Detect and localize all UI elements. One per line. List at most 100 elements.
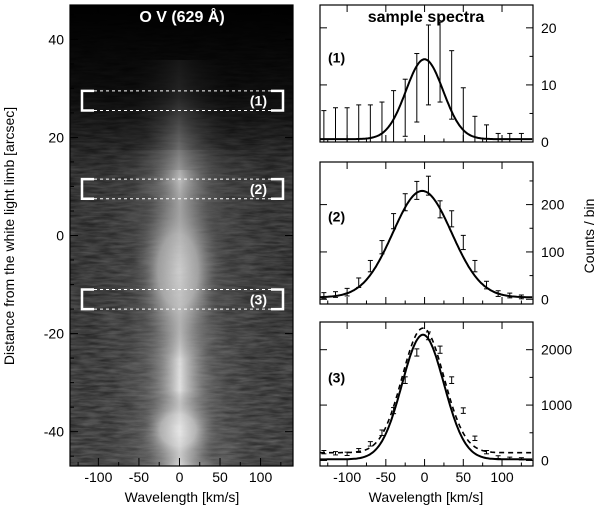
heatmap-x-tick-label: -100 bbox=[84, 469, 112, 485]
spectrum-data-point bbox=[356, 104, 362, 143]
spectrum-frame bbox=[319, 161, 534, 305]
spectrum-y-tick-label: 0 bbox=[541, 452, 549, 468]
spectrum-data-point bbox=[379, 240, 385, 255]
spectrum-y-tick-label: 200 bbox=[541, 197, 565, 213]
spectrum-x-tick-label: -50 bbox=[376, 469, 396, 485]
spectrum-data-point bbox=[379, 101, 385, 143]
heatmap-x-tick-label: 100 bbox=[249, 469, 273, 485]
spectrum-data-point bbox=[414, 53, 420, 123]
spectrum-data-point bbox=[472, 259, 478, 273]
heatmap-ticks: -100 -50 0 50 100 -40 -20 0 20 40 bbox=[44, 5, 293, 485]
spectrum-data-point bbox=[449, 210, 455, 228]
spectrum-data-point bbox=[391, 213, 397, 230]
spectrum-data-point bbox=[402, 193, 408, 212]
spectrum-data-point bbox=[495, 132, 501, 143]
region-right-bracket bbox=[271, 89, 285, 112]
region-left-bracket bbox=[80, 177, 94, 200]
heatmap-y-tick-label: 0 bbox=[56, 228, 64, 244]
spectrum-y-tick-label: 2000 bbox=[541, 342, 572, 358]
spectrum-data-point bbox=[402, 78, 408, 137]
spectrum-data-point bbox=[437, 21, 443, 103]
spectrum-data-point bbox=[472, 435, 478, 442]
spectrum-data-point bbox=[391, 90, 397, 143]
spectrum-data-point bbox=[437, 200, 443, 219]
heatmap-x-tick-label: -50 bbox=[129, 469, 149, 485]
spectrum-y-tick-label: 100 bbox=[541, 244, 565, 260]
spectrum-panel: 0 100 200 (2) bbox=[319, 161, 565, 307]
spectrum-data-point bbox=[495, 290, 501, 297]
spectrum-fit-line bbox=[320, 333, 533, 461]
sample-region: (1) bbox=[80, 89, 285, 112]
spectrum-data-point bbox=[414, 180, 420, 200]
spectrum-data-point bbox=[332, 451, 338, 456]
spectrum-data-point bbox=[344, 451, 350, 456]
heatmap-y-tick-label: 40 bbox=[48, 31, 64, 47]
region-right-bracket bbox=[271, 177, 285, 200]
spectrum-data-point bbox=[425, 24, 431, 106]
spectrum-data-point bbox=[507, 292, 513, 299]
spectrum-data-point bbox=[356, 277, 362, 288]
spectrum-dashed-fit bbox=[320, 327, 533, 454]
spectrum-data-point bbox=[449, 50, 455, 120]
region-left-bracket bbox=[80, 288, 94, 311]
spectrum-data-point bbox=[495, 455, 501, 460]
spectrum-data-point bbox=[332, 291, 338, 298]
spectrum-data-point bbox=[367, 441, 373, 447]
heatmap-y-tick-label: -20 bbox=[44, 326, 64, 342]
heatmap-title: O V (629 Å) bbox=[139, 7, 224, 26]
spectrum-x-tick-label: 0 bbox=[421, 469, 429, 485]
spectrum-data-point bbox=[367, 104, 373, 143]
spectrum-data-point bbox=[356, 448, 362, 453]
spectra-y-axis-label: Counts / bin bbox=[581, 199, 597, 274]
spectrum-data-point bbox=[425, 175, 431, 196]
spectrum-data-point bbox=[344, 107, 350, 143]
region-label: (3) bbox=[250, 291, 267, 307]
region-left-bracket bbox=[80, 89, 94, 112]
spectrum-fit-line bbox=[320, 189, 533, 299]
spectrum-fit-line bbox=[320, 58, 533, 141]
spectrum-data-point bbox=[321, 110, 327, 143]
spectrum-data-point bbox=[518, 457, 524, 461]
heatmap-x-tick-label: 0 bbox=[176, 469, 184, 485]
sample-region: (2) bbox=[80, 177, 285, 200]
spectrum-data-point bbox=[437, 345, 443, 354]
spectrum-panel: 0 10 20 (1) bbox=[319, 4, 557, 150]
spectrum-data-point bbox=[460, 407, 466, 414]
spectrum-y-tick-label: 20 bbox=[541, 20, 557, 36]
region-label: (1) bbox=[250, 93, 267, 109]
spectrum-data-point bbox=[425, 331, 431, 341]
heatmap-image bbox=[70, 5, 293, 466]
spectrum-y-tick-label: 0 bbox=[541, 134, 549, 150]
spectrum-data-point bbox=[402, 376, 408, 384]
spectrum-label: (3) bbox=[328, 369, 345, 385]
spectrum-data-point bbox=[460, 87, 466, 143]
spectra-title: sample spectra bbox=[368, 9, 485, 26]
spectrum-data-point bbox=[391, 407, 397, 415]
spectrum-data-point bbox=[414, 348, 420, 357]
spectrum-data-point bbox=[484, 280, 490, 290]
spectrum-data-point bbox=[518, 294, 524, 300]
spectrum-data-point bbox=[507, 132, 513, 143]
spectrum-data-point bbox=[472, 115, 478, 143]
heatmap-x-axis-label: Wavelength [km/s] bbox=[125, 489, 240, 505]
spectra-x-axis-label: Wavelength [km/s] bbox=[369, 489, 484, 505]
spectrum-data-point bbox=[344, 287, 350, 297]
spectrum-data-point bbox=[449, 376, 455, 384]
sample-regions: (1) (2) (3) bbox=[80, 89, 285, 311]
spectrum-data-point bbox=[367, 259, 373, 273]
spectrum-data-point bbox=[484, 449, 490, 455]
region-right-bracket bbox=[271, 288, 285, 311]
spectrum-x-tick-label: 100 bbox=[490, 469, 514, 485]
sample-region: (3) bbox=[80, 288, 285, 311]
spectrum-data-point bbox=[321, 292, 327, 299]
spectrum-data-point bbox=[484, 124, 490, 143]
spectrum-y-tick-label: 10 bbox=[541, 77, 557, 93]
spectrum-y-tick-label: 1000 bbox=[541, 397, 572, 413]
heatmap-y-tick-label: -40 bbox=[44, 424, 64, 440]
heatmap-y-tick-label: 20 bbox=[48, 129, 64, 145]
spectrum-frame bbox=[319, 4, 534, 143]
spectrum-data-point bbox=[518, 132, 524, 143]
